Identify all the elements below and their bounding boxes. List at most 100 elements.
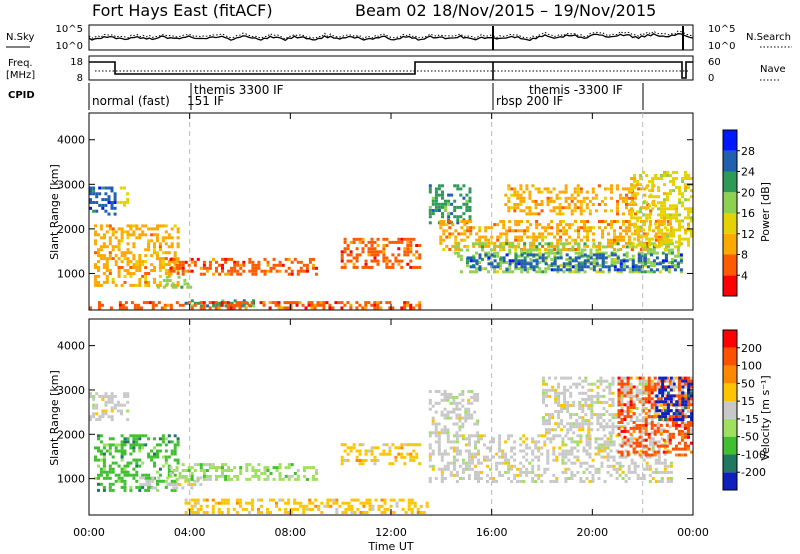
data-cell: [165, 282, 169, 286]
data-cell: [513, 187, 517, 191]
data-cell: [660, 437, 664, 441]
data-cell: [631, 203, 635, 206]
noise-tick-left-high: 10^5: [56, 24, 83, 35]
data-cell: [674, 415, 678, 419]
data-cell: [549, 209, 553, 213]
data-cell: [681, 237, 684, 241]
data-cell: [610, 184, 613, 188]
data-cell: [667, 248, 671, 252]
data-cell: [625, 245, 629, 249]
data-cell: [564, 461, 568, 465]
data-cell: [632, 406, 636, 410]
data-cell: [561, 440, 565, 444]
data-cell: [666, 216, 669, 220]
data-cell: [238, 498, 242, 502]
data-cell: [452, 401, 456, 405]
data-cell: [101, 203, 105, 207]
data-cell: [169, 266, 173, 270]
data-cell: [382, 452, 386, 456]
data-cell: [563, 425, 567, 429]
data-cell: [176, 283, 180, 287]
data-cell: [563, 407, 567, 410]
data-cell: [677, 394, 681, 398]
data-cell: [153, 476, 156, 480]
data-cell: [260, 269, 264, 273]
data-cell: [591, 203, 595, 206]
data-cell: [558, 209, 562, 213]
data-cell: [669, 219, 672, 223]
nsky-trace: [88, 33, 694, 42]
data-cell: [666, 213, 669, 217]
data-cell: [540, 480, 544, 483]
data-cell: [543, 467, 547, 471]
data-cell: [558, 212, 562, 216]
data-cell: [200, 304, 203, 308]
data-cell: [101, 198, 105, 202]
data-cell: [584, 419, 588, 423]
data-cell: [484, 229, 488, 233]
data-cell: [558, 434, 562, 438]
data-cell: [672, 177, 675, 180]
data-cell: [456, 218, 460, 222]
data-cell: [120, 236, 124, 240]
data-cell: [368, 501, 372, 505]
data-cell: [678, 201, 681, 205]
data-cell: [412, 459, 416, 462]
data-cell: [655, 256, 659, 260]
data-cell: [305, 269, 309, 273]
date-range: 18/Nov/2015 – 19/Nov/2015: [432, 1, 656, 20]
data-cell: [590, 394, 594, 398]
data-cell: [657, 470, 661, 474]
data-cell: [161, 479, 165, 483]
data-cell: [581, 425, 585, 429]
data-cell: [589, 251, 593, 255]
data-cell: [407, 498, 411, 502]
data-cell: [153, 455, 156, 459]
data-cell: [385, 259, 389, 263]
data-cell: [437, 467, 441, 471]
data-cell: [561, 470, 565, 474]
data-cell: [476, 431, 480, 435]
data-cell: [574, 267, 578, 271]
beam-label: Beam 02: [355, 1, 427, 20]
data-cell: [664, 397, 667, 401]
frequency-panel: Freq. [MHz] 18 8 60 0 Nave: [6, 55, 786, 84]
data-cell: [148, 301, 152, 305]
data-cell: [455, 422, 459, 426]
data-cell: [138, 257, 142, 261]
data-cell: [394, 459, 398, 462]
data-cell: [637, 256, 641, 260]
data-cell: [470, 413, 474, 417]
data-cell: [581, 416, 585, 420]
data-cell: [123, 488, 127, 492]
data-cell: [169, 306, 173, 310]
data-cell: [681, 409, 685, 413]
data-cell: [447, 218, 451, 222]
data-cell: [293, 498, 297, 502]
data-cell: [648, 464, 652, 468]
data-cell: [499, 242, 503, 246]
data-cell: [616, 203, 619, 206]
data-cell: [650, 391, 654, 395]
data-cell: [618, 464, 622, 468]
data-cell: [428, 455, 432, 459]
data-cell: [687, 410, 690, 413]
data-cell: [428, 190, 432, 194]
data-cell: [98, 301, 101, 305]
data-cell: [588, 464, 592, 468]
data-cell: [114, 446, 118, 450]
data-cell: [558, 452, 562, 456]
data-cell: [642, 473, 646, 477]
data-cell: [499, 267, 503, 271]
data-cell: [176, 461, 180, 465]
data-cell: [610, 190, 613, 194]
data-cell: [156, 285, 160, 289]
data-cell: [501, 452, 505, 456]
data-cell: [368, 507, 372, 511]
data-cell: [646, 184, 650, 188]
data-cell: [567, 196, 571, 200]
data-cell: [487, 256, 491, 260]
data-cell: [233, 269, 237, 273]
data-cell: [580, 268, 584, 272]
data-cell: [526, 262, 530, 266]
